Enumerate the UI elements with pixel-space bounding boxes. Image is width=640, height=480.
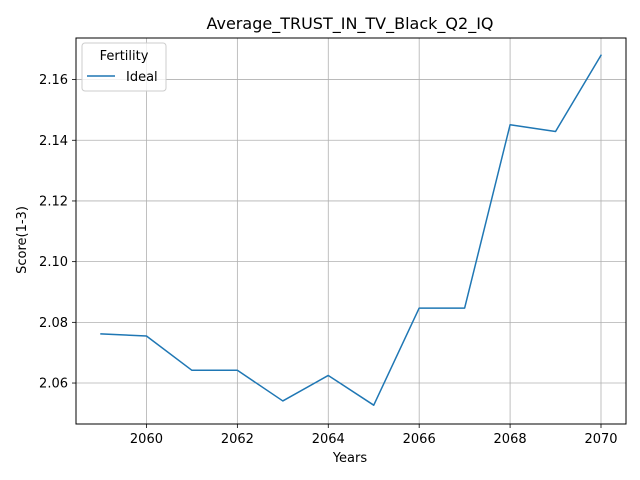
x-axis-ticks: 2060 2062 2064 2066 2068 2070 [130, 424, 618, 447]
x-tick-label: 2062 [221, 432, 254, 447]
legend-title: Fertility [100, 49, 149, 64]
y-tick-label: 2.06 [39, 377, 68, 392]
x-axis-title: Years [332, 451, 368, 466]
y-tick-label: 2.14 [39, 134, 68, 149]
x-tick-label: 2066 [403, 432, 436, 447]
y-tick-label: 2.10 [39, 255, 68, 270]
x-tick-label: 2070 [584, 432, 617, 447]
x-tick-label: 2060 [130, 432, 163, 447]
chart-title: Average_TRUST_IN_TV_Black_Q2_IQ [206, 14, 493, 34]
legend: Fertility Ideal [81, 42, 167, 92]
x-tick-label: 2068 [494, 432, 527, 447]
grid-lines [76, 38, 626, 424]
x-tick-label: 2064 [312, 432, 345, 447]
series-line-ideal [100, 54, 603, 406]
y-axis-ticks: 2.06 2.08 2.10 2.12 2.14 2.16 [39, 73, 76, 392]
y-tick-label: 2.08 [39, 316, 68, 331]
y-axis-title: Score(1-3) [15, 206, 30, 274]
plot-frame [75, 37, 627, 425]
y-tick-label: 2.16 [39, 73, 68, 88]
y-tick-label: 2.12 [39, 194, 68, 209]
series-layer [100, 54, 603, 406]
legend-box [81, 42, 167, 92]
legend-label-ideal: Ideal [126, 70, 158, 85]
